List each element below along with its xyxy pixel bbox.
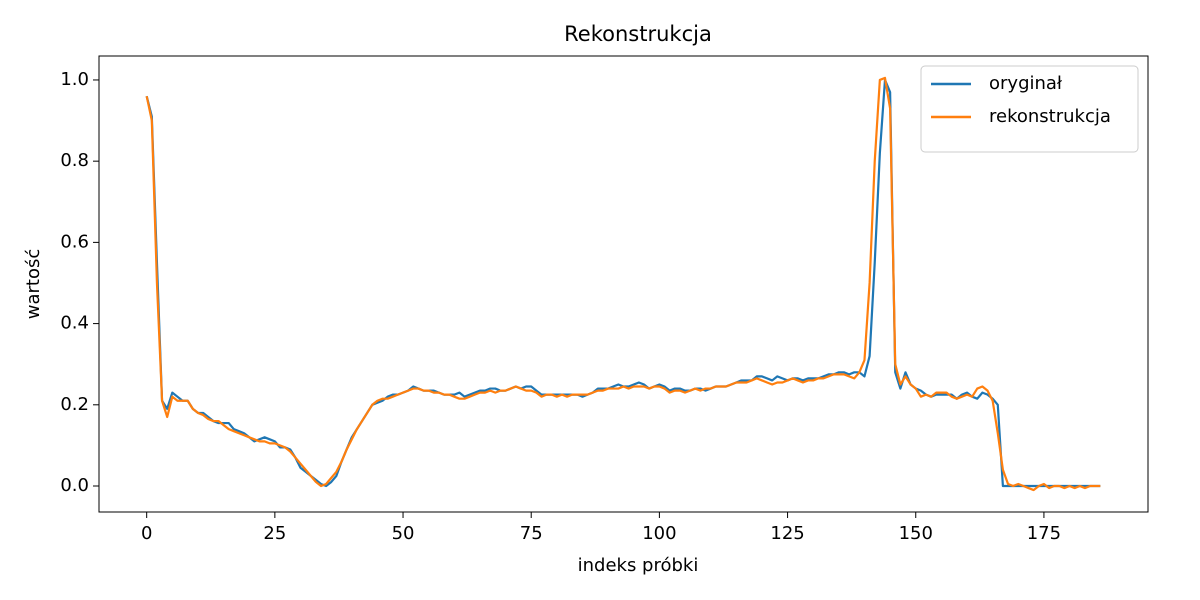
chart-title: Rekonstrukcja: [564, 22, 712, 46]
plot-frame: [98, 55, 1149, 513]
y-axis-label: wartość: [23, 249, 44, 320]
x-tick-label: 100: [642, 523, 676, 544]
y-tick-label: 0.0: [60, 475, 89, 496]
x-tick-label: 175: [1027, 523, 1061, 544]
legend-label: rekonstrukcja: [989, 106, 1111, 127]
x-tick-label: 125: [770, 523, 804, 544]
y-tick-label: 1.0: [60, 69, 89, 90]
y-tick-label: 0.8: [60, 150, 89, 171]
y-tick-label: 0.4: [60, 313, 89, 334]
y-tick-label: 0.2: [60, 394, 89, 415]
x-tick-label: 75: [520, 523, 543, 544]
y-tick-label: 0.6: [60, 231, 89, 252]
x-tick-label: 0: [141, 523, 152, 544]
legend-box: [920, 65, 1139, 153]
data-line: [145, 76, 1101, 492]
x-tick-label: 50: [392, 523, 415, 544]
x-tick-label: 150: [899, 523, 933, 544]
x-axis-label: indeks próbki: [578, 555, 699, 576]
legend-label: oryginał: [989, 73, 1063, 94]
x-tick-label: 25: [263, 523, 286, 544]
